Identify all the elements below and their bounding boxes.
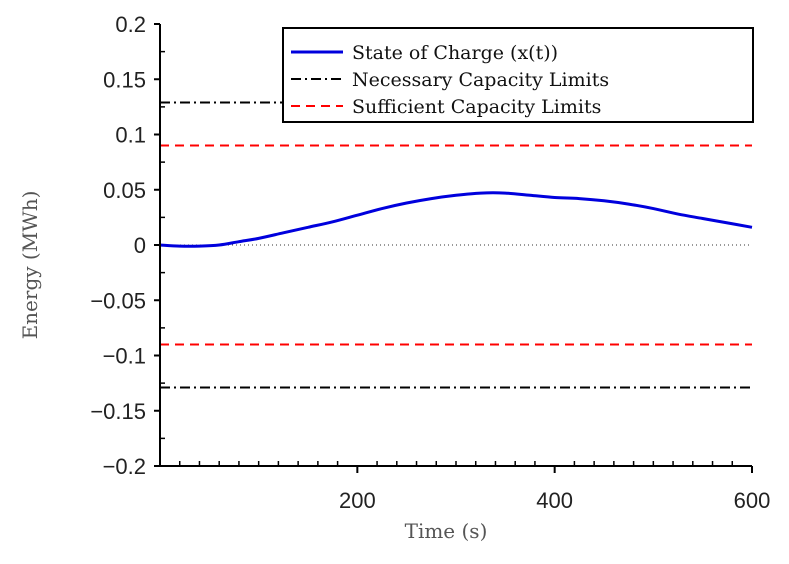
y-tick-label: −0.05	[90, 288, 146, 313]
x-tick-label: 400	[536, 488, 573, 513]
legend: State of Charge (x(t)) Necessary Capacit…	[282, 27, 754, 123]
y-tick-label: −0.15	[90, 399, 146, 424]
legend-box	[282, 27, 754, 123]
legend-label-necessary-capacity: Necessary Capacity Limits	[352, 69, 609, 91]
legend-label-sufficient-capacity: Sufficient Capacity Limits	[352, 96, 601, 118]
series-line-state-of-charge	[159, 191, 753, 248]
y-tick-label: 0.15	[103, 67, 146, 92]
y-tick-label: 0.1	[115, 123, 146, 148]
x-tick-label: 600	[734, 488, 771, 513]
legend-label-state-of-charge: State of Charge (x(t))	[352, 42, 558, 64]
y-tick-label: 0	[134, 233, 146, 258]
y-tick-label: 0.2	[115, 12, 146, 37]
y-tick-label: 0.05	[103, 178, 146, 203]
y-tick-label: −0.1	[103, 344, 146, 369]
x-ticks: 200 400 600	[178, 461, 771, 513]
x-tick-label: 200	[339, 488, 376, 513]
y-axis-label: Energy (MWh)	[18, 191, 42, 340]
x-axis-label: Time (s)	[405, 519, 488, 543]
y-tick-label: −0.2	[103, 454, 146, 479]
y-ticks: 0.2 0.15 0.1 0.05 0 −0.05 −0.1 −0.15 −0.2	[90, 12, 165, 479]
